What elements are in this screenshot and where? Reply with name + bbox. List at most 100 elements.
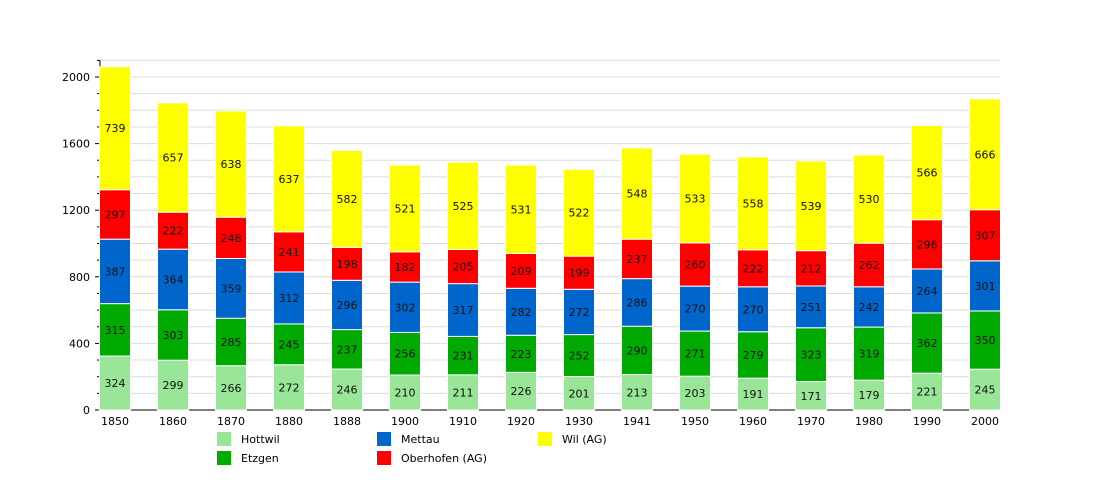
bar-segment [621,147,653,240]
legend-item: Oberhofen (AG) [377,451,487,465]
data-label: 657 [163,152,184,165]
data-label: 533 [685,192,706,205]
x-tick-label: 1941 [623,415,651,428]
bar-segment [157,309,189,361]
data-label: 251 [801,301,822,314]
bar-segment [679,375,711,411]
data-label: 566 [917,167,938,180]
bar-segment [447,374,479,411]
bar-segment [969,368,1001,411]
data-label: 179 [859,389,880,402]
y-tick-label: 1600 [62,138,90,151]
data-label: 262 [859,259,880,272]
bar-segment [447,161,479,250]
bar-segment [331,368,363,411]
data-label: 242 [859,301,880,314]
data-label: 530 [859,193,880,206]
legend-item: Etzgen [217,451,279,465]
data-label: 539 [801,200,822,213]
legend-swatch [377,432,391,446]
data-label: 221 [917,386,938,399]
data-label: 387 [105,265,126,278]
data-label: 201 [569,387,590,400]
bar-segment [853,154,885,244]
x-tick-label: 1850 [101,415,129,428]
data-label: 323 [801,349,822,362]
bar-segment [911,372,943,411]
data-label: 241 [279,246,300,259]
data-label: 231 [453,350,474,363]
data-label: 739 [105,122,126,135]
x-tick-label: 1880 [275,415,303,428]
legend-label: Wil (AG) [562,432,607,446]
data-label: 272 [279,381,300,394]
bar-segment [737,331,769,379]
data-label: 237 [627,253,648,266]
bar-segment [99,66,131,191]
legend-item: Mettau [377,432,440,446]
data-label: 252 [569,350,590,363]
y-tick-label: 800 [69,271,90,284]
data-label: 319 [859,348,880,361]
x-tick-label: 2000 [971,415,999,428]
data-label: 209 [511,265,532,278]
data-label: 312 [279,292,300,305]
x-tick-label: 1950 [681,415,709,428]
bar-segment [621,325,653,376]
data-label: 245 [279,338,300,351]
data-label: 256 [395,348,416,361]
legend-label: Hottwil [241,432,280,446]
bar-segment [157,102,189,213]
data-label: 260 [685,258,706,271]
bar-segment [969,310,1001,370]
bar-segment [911,312,943,374]
bar-segment [331,149,363,248]
data-label: 290 [627,344,648,357]
legend-item: Hottwil [217,432,280,446]
data-label: 302 [395,301,416,314]
bar-segment [389,374,421,411]
bar-segment [273,125,305,233]
bar-segment [563,288,595,336]
data-label: 245 [975,384,996,397]
data-label: 666 [975,148,996,161]
data-label: 246 [337,384,358,397]
bar-segment [621,238,653,280]
data-label: 297 [105,208,126,221]
bar-segment [99,355,131,411]
bar-segment [505,287,537,336]
bar-segment [737,286,769,333]
data-label: 282 [511,306,532,319]
bar-segment [331,279,363,331]
data-label: 531 [511,203,532,216]
data-label: 271 [685,348,706,361]
bar-segment [795,250,827,287]
data-label: 272 [569,306,590,319]
bar-segment [389,164,421,253]
legend-swatch [217,432,231,446]
data-label: 212 [801,262,822,275]
data-label: 315 [105,324,126,337]
bar-segment [215,110,247,218]
x-tick-label: 1888 [333,415,361,428]
x-tick-label: 1860 [159,415,187,428]
y-tick-label: 1200 [62,204,90,217]
data-label: 223 [511,348,532,361]
data-label: 222 [163,225,184,238]
x-tick-label: 1900 [391,415,419,428]
x-tick-label: 1930 [565,415,593,428]
data-label: 285 [221,336,242,349]
x-tick-label: 1980 [855,415,883,428]
bar-segment [389,251,421,283]
data-label: 548 [627,188,648,201]
bar-segment [853,242,885,288]
bar-segment [969,98,1001,211]
data-label: 264 [917,285,938,298]
bar-segment [563,168,595,257]
data-label: 191 [743,388,764,401]
data-label: 522 [569,207,590,220]
bar-segment [505,371,537,411]
bar-segment [795,285,827,329]
